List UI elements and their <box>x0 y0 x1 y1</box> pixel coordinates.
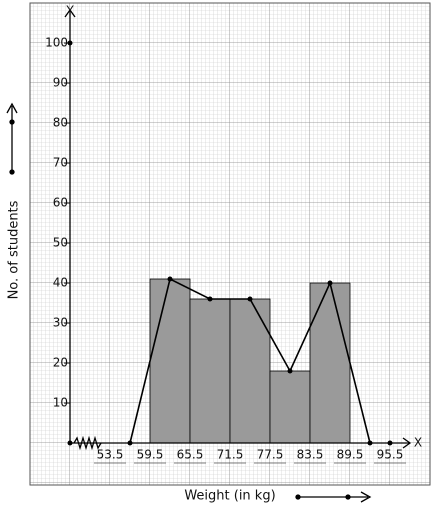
y-tick-label: 40 <box>53 276 68 290</box>
x-tick-label: 53.5 <box>97 448 124 462</box>
x-tick-label: 65.5 <box>177 448 204 462</box>
graph-border <box>29 2 431 486</box>
plot <box>127 276 373 446</box>
polygon-point <box>287 368 293 374</box>
x-tick-label: 83.5 <box>297 448 324 462</box>
bar <box>269 370 311 444</box>
polygon-point <box>167 276 173 282</box>
polygon-point <box>207 296 213 302</box>
y-tick-label: 80 <box>53 116 68 130</box>
x-tick-label: 71.5 <box>217 448 244 462</box>
y-axis-label: No. of students <box>7 200 22 299</box>
y-tick-label: 10 <box>53 396 68 410</box>
x-tick-label: 77.5 <box>257 448 284 462</box>
bar <box>309 282 351 444</box>
side-arrow-head <box>6 102 18 114</box>
y-tick-label: 50 <box>53 236 68 250</box>
axis-dot <box>387 440 393 446</box>
y-axis-letter: Y <box>65 4 74 18</box>
bar <box>189 298 231 444</box>
bottom-dot <box>295 494 301 500</box>
decor-arrows <box>6 102 372 503</box>
y-arrow <box>64 8 76 18</box>
y-tick-label: 90 <box>53 76 68 90</box>
bottom-arrow-head <box>360 491 372 503</box>
axis-break <box>73 435 102 451</box>
y-tick-label: 60 <box>53 196 68 210</box>
side-dot <box>9 119 15 125</box>
bottom-dot <box>345 494 351 500</box>
y-tick-label: 20 <box>53 356 68 370</box>
x-axis-letter: X <box>414 436 422 450</box>
axes <box>64 8 412 451</box>
x-tick-label: 59.5 <box>137 448 164 462</box>
y-tick-label: 100 <box>45 36 68 50</box>
side-dot <box>9 169 15 175</box>
y-tick-label: 70 <box>53 156 68 170</box>
x-axis-label: Weight (in kg) <box>184 489 275 504</box>
polygon-point <box>247 296 253 302</box>
origin-dot <box>67 440 73 446</box>
y-tick-label: 30 <box>53 316 68 330</box>
bar <box>229 298 271 444</box>
x-tick-label: 95.5 <box>377 448 404 462</box>
x-arrow <box>402 437 412 449</box>
x-tick-label: 89.5 <box>337 448 364 462</box>
bar <box>149 278 191 444</box>
polygon-point <box>327 280 333 286</box>
